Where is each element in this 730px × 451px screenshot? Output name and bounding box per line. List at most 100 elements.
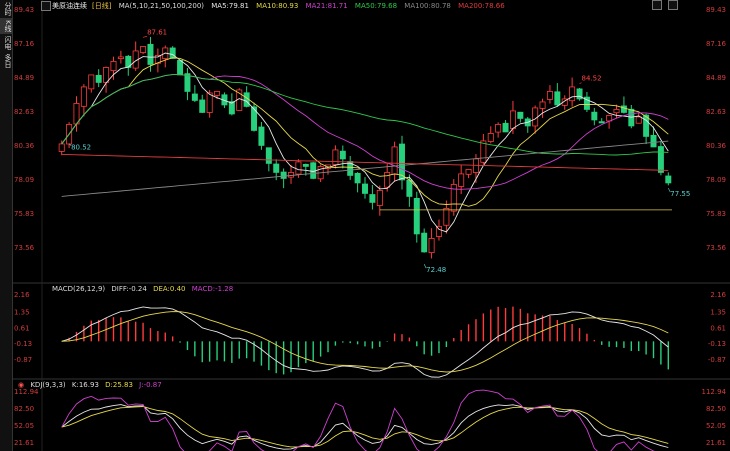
price-annotation-label: 87.61	[147, 28, 167, 36]
sidebar-tab-intraday[interactable]: 分时	[4, 2, 12, 16]
candle-down	[199, 99, 206, 113]
candle-up	[428, 238, 435, 254]
macd-tick-label-left: -0.87	[14, 356, 32, 364]
candle-down	[191, 93, 198, 101]
price-tick-label-right: 87.16	[706, 40, 727, 48]
candle-up	[88, 74, 95, 90]
price-tick-label-left: 87.16	[14, 40, 35, 48]
kdj-tick-label-left: 21.61	[14, 439, 34, 447]
price-tick-label-left: 84.89	[14, 74, 34, 82]
chart-settings-icon[interactable]	[41, 1, 51, 11]
ma5-value: MA5:79.81	[211, 2, 249, 10]
candle-down	[354, 172, 361, 184]
candle-up	[569, 86, 576, 102]
price-tick-label-left: 75.83	[14, 210, 34, 218]
price-tick-label-right: 89.43	[706, 6, 726, 14]
price-tick-label-left: 89.43	[14, 6, 34, 14]
ma5-line	[61, 52, 669, 233]
candle-down	[502, 122, 509, 133]
candle-down	[413, 197, 420, 235]
macd-tick-label-right: -0.87	[708, 356, 726, 364]
macd-tick-label-left: -0.13	[14, 340, 32, 348]
ma-params-label: MA(5,10,21,50,100,200)	[118, 2, 205, 10]
candle-up	[561, 98, 568, 106]
candle-up	[495, 124, 502, 133]
candle-down	[650, 134, 657, 148]
candle-up	[110, 61, 117, 71]
window-close-icon[interactable]	[668, 0, 678, 10]
candle-up	[376, 190, 383, 206]
candle-down	[643, 114, 650, 137]
macd-params-label: MACD(26,12,9)	[52, 285, 106, 293]
macd-tick-label-right: 1.35	[710, 308, 726, 316]
candle-down	[620, 105, 627, 113]
chart-area[interactable]: 89.43 89.43 87.16 87.16 84.89 84.89 82.63 82.63…	[12, 0, 730, 451]
macd-tick-label-left: 0.61	[14, 324, 30, 332]
candle-down	[517, 111, 524, 119]
candle-up	[480, 140, 487, 163]
macd-header: MACD(26,12,9) DIFF:-0.24 DEA:0.40 MACD:-…	[52, 285, 237, 293]
price-tick-label-right: 84.89	[706, 74, 726, 82]
candle-down	[347, 161, 354, 176]
kdj-k-value: K:16.93	[71, 381, 99, 389]
price-annotation-pointer	[423, 264, 427, 269]
kdj-tick-label-right: 82.50	[706, 405, 726, 413]
kdj-tick-label-right: 21.61	[706, 439, 726, 447]
price-tick-label-left: 80.36	[14, 142, 35, 150]
candle-down	[228, 101, 235, 115]
candle-up	[435, 226, 442, 237]
settings-dot-icon[interactable]: ◉	[18, 381, 25, 389]
sidebar-tab-flash[interactable]: 闪电	[4, 35, 12, 50]
candle-down	[265, 147, 272, 164]
candle-down	[576, 88, 583, 100]
sidebar-tab-multiday[interactable]: 多日	[4, 53, 12, 68]
candle-down	[583, 96, 590, 110]
candle-up	[117, 56, 124, 59]
candle-down	[258, 126, 265, 146]
candle-down	[406, 179, 413, 197]
candle-up	[613, 109, 620, 114]
candle-up	[332, 149, 339, 165]
price-annotation-pointer	[68, 143, 72, 146]
macd-tick-label-right: 2.16	[710, 291, 726, 299]
price-annotation-label: 72.48	[426, 266, 446, 274]
period-label[interactable]: [日线]	[92, 2, 112, 10]
candle-down	[339, 150, 346, 160]
price-annotation-label: 80.52	[71, 144, 91, 152]
ma10-line	[61, 57, 669, 207]
sidebar-tab-kline[interactable]: K线	[0, 18, 12, 34]
price-annotation-pointer	[668, 188, 671, 193]
price-annotation-label: 84.52	[582, 75, 602, 83]
kdj-params-label: KDJ(9,3,3)	[30, 381, 66, 389]
candle-down	[665, 175, 672, 184]
candle-up	[140, 46, 147, 53]
candle-up	[509, 110, 516, 129]
candle-down	[177, 60, 184, 76]
macd-tick-label-left: 2.16	[14, 291, 30, 299]
kdj-header: ◉ KDJ(9,3,3) K:16.93 D:25.83 J:-0.87	[18, 381, 166, 389]
chart-svg[interactable]: 89.43 89.43 87.16 87.16 84.89 84.89 82.63 82.63…	[12, 0, 730, 451]
window-grid-icon[interactable]	[652, 0, 662, 10]
kdj-tick-label-right: 112.94	[702, 388, 727, 396]
ma50-value: MA50:79.68	[354, 2, 398, 10]
candle-down	[251, 106, 258, 131]
ma21-value: MA21:81.71	[305, 2, 348, 10]
candle-up	[206, 92, 213, 113]
price-header: 美原油连续 [日线] MA(5,10,21,50,100,200) MA5:79.…	[52, 1, 510, 11]
candle-down	[362, 183, 368, 194]
kdj-j-value: J:-0.87	[139, 381, 162, 389]
price-annotation-pointer	[142, 36, 148, 38]
kdj-tick-label-left: 112.94	[14, 388, 39, 396]
candle-down	[280, 171, 287, 179]
candle-down	[554, 91, 561, 106]
ma100-line	[61, 140, 669, 197]
price-tick-label-left: 82.63	[14, 108, 34, 116]
candle-down	[598, 121, 605, 124]
candle-up	[539, 101, 546, 109]
candle-up	[458, 173, 465, 187]
candle-up	[391, 146, 398, 175]
ma100-value: MA100:80.78	[404, 2, 451, 10]
price-tick-label-right: 78.09	[706, 176, 726, 184]
candle-up	[635, 116, 642, 124]
candle-up	[103, 67, 110, 83]
